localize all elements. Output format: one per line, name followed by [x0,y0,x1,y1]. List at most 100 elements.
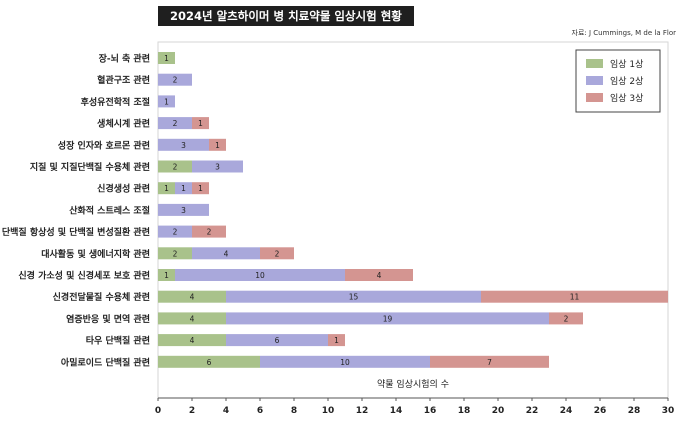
bar-segment [158,138,209,151]
bar-segment [192,247,260,260]
bar-value-label: 2 [173,76,178,85]
x-tick-label: 14 [390,406,403,416]
x-axis-title: 약물 임상시험의 수 [377,378,449,390]
bar-segment [328,334,345,347]
bar-value-label: 1 [215,141,220,150]
bar-value-label: 10 [340,358,350,367]
x-tick-label: 0 [155,406,161,416]
bar-value-label: 4 [190,336,195,345]
bar-value-label: 3 [181,206,186,215]
x-tick-label: 2 [189,406,195,416]
x-tick-label: 26 [594,406,607,416]
bar-segment [158,182,175,195]
bar-value-label: 1 [181,184,186,193]
x-tick-label: 4 [223,406,229,416]
x-tick-label: 16 [424,406,437,416]
category-label: 지질 및 지질단백질 수용체 관련 [30,161,150,173]
x-tick-label: 20 [492,406,505,416]
bar-segment [260,247,294,260]
bar-segment [192,160,243,173]
bar-segment [192,182,209,195]
bar-value-label: 1 [198,119,203,128]
x-tick-label: 22 [526,406,539,416]
bar-value-label: 2 [207,228,212,237]
bar-value-label: 2 [275,249,280,258]
bar-value-label: 4 [190,293,195,302]
bar-value-label: 6 [275,336,280,345]
legend-label: 임상 1상 [610,58,643,70]
bar-segment [158,203,209,216]
bar-value-label: 4 [377,271,382,280]
category-label: 신경 가소성 및 신경세포 보호 관련 [18,270,150,282]
bar-segment [158,225,192,238]
bar-value-label: 1 [164,54,169,63]
legend-swatch [586,76,603,85]
bar-value-label: 4 [224,249,229,258]
bar-value-label: 2 [173,249,178,258]
bar-value-label: 1 [198,184,203,193]
x-tick-label: 12 [356,406,369,416]
bar-segment [175,182,192,195]
category-label: 산화적 스트레스 조절 [69,204,150,216]
category-label: 장-뇌 축 관련 [99,53,150,65]
bar-segment [158,247,192,260]
category-label: 타우 단백질 관련 [86,335,150,347]
bar-value-label: 4 [190,314,195,323]
legend-swatch [586,59,603,68]
legend-swatch [586,93,603,102]
category-label: 혈관구조 관련 [97,74,150,86]
bar-segment [158,73,192,86]
bar-segment [158,312,226,325]
bar-segment [175,269,345,281]
bar-segment [158,290,226,303]
bar-value-label: 19 [383,314,393,323]
bar-value-label: 11 [570,293,580,302]
category-label: 대사활동 및 생에너지학 관련 [41,248,150,260]
category-label: 신경전달물질 수용체 관련 [53,291,150,303]
bar-segment [345,269,413,281]
category-label: 아밀로이드 단백질 관련 [61,356,150,368]
bar-segment [226,334,328,347]
category-label: 신경생성 관련 [97,183,150,195]
bar-segment [158,334,226,347]
category-label: 성장 인자와 호르몬 관련 [58,139,150,151]
x-tick-label: 6 [257,406,263,416]
bar-value-label: 6 [207,358,212,367]
source-note: 자료: J Cummings, M de la Flor [571,29,676,37]
category-label: 염증반응 및 면역 관련 [66,313,150,325]
bar-segment [226,312,549,325]
x-tick-label: 8 [291,406,297,416]
bar-value-label: 7 [487,358,492,367]
x-tick-label: 24 [560,406,573,416]
category-label: 단백질 항상성 및 단백질 변성질환 관련 [2,226,150,238]
bar-value-label: 2 [173,163,178,172]
bar-segment [192,117,209,130]
category-label: 후성유전학적 조절 [81,96,150,108]
bar-value-label: 2 [564,314,569,323]
x-tick-label: 28 [628,406,641,416]
bar-value-label: 3 [215,163,220,172]
bar-segment [158,355,260,368]
bar-value-label: 3 [181,141,186,150]
bar-value-label: 1 [164,271,169,280]
legend-label: 임상 3상 [610,92,643,104]
bar-segment [158,160,192,173]
x-tick-label: 30 [662,406,675,416]
bar-value-label: 1 [164,184,169,193]
bar-value-label: 1 [164,97,169,106]
x-tick-label: 10 [322,406,335,416]
bar-segment [209,138,226,151]
bar-segment [226,290,481,303]
bar-segment [192,225,226,238]
bar-segment [549,312,583,325]
bar-segment [158,117,192,130]
bar-value-label: 1 [334,336,339,345]
bar-segment [158,95,175,108]
chart-title: 2024년 알츠하이머 병 치료약물 임상시험 현황 [158,6,414,26]
category-label: 생체시계 관련 [97,118,150,130]
bar-segment [481,290,668,303]
bar-value-label: 2 [173,228,178,237]
x-tick-label: 18 [458,406,471,416]
bar-segment [158,269,175,281]
